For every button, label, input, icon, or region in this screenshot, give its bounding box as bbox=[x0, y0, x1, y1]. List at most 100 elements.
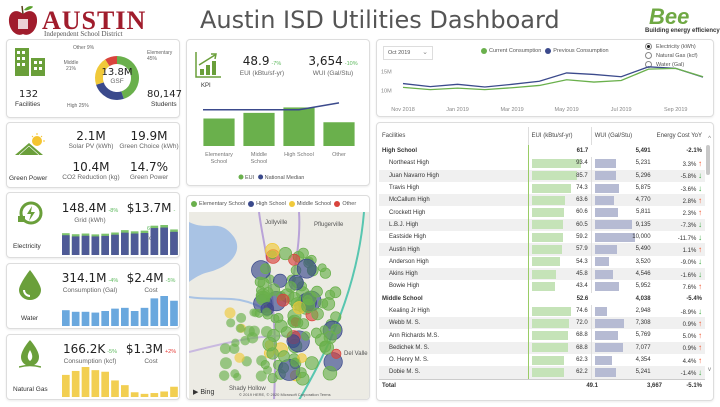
radio-button[interactable] bbox=[645, 61, 652, 69]
yoy-cell: -2.1% bbox=[686, 148, 702, 155]
bar bbox=[160, 227, 169, 255]
radio-option[interactable]: Water (Gal) bbox=[645, 61, 698, 70]
x-tick-label: Other bbox=[332, 152, 346, 158]
table-row[interactable]: Akins High 45.8 4,546 -1.6% ↓ bbox=[379, 267, 705, 281]
wui-value: 4,770 bbox=[635, 197, 651, 204]
wui-databar bbox=[594, 208, 618, 218]
wui-cell: 4,354 bbox=[590, 354, 654, 367]
table-row[interactable]: Bedichek M. S. 68.8 7,077 0.9% ↑ bbox=[379, 341, 705, 355]
eui-databar bbox=[531, 281, 555, 291]
scroll-up-icon[interactable]: ^ bbox=[708, 136, 711, 142]
month-select[interactable]: Oct 2019 ⌄ bbox=[383, 46, 433, 60]
table-scrollbar[interactable] bbox=[706, 145, 710, 175]
wui-databar bbox=[594, 355, 612, 365]
yoy-cell: -9.0% ↓ bbox=[654, 256, 705, 268]
place-label: Shady Hollow bbox=[229, 386, 266, 392]
table-row[interactable]: Crockett High 60.6 5,811 2.3% ↑ bbox=[379, 206, 705, 219]
table-group-row[interactable]: High School 61.7 5,491 -2.1% bbox=[379, 145, 705, 158]
table-row[interactable]: Northeast High 93.4 5,231 3.3% ↑ bbox=[379, 157, 705, 170]
bee-tagline: Building energy efficiency bbox=[645, 28, 720, 34]
yoy-cell: -3.6% ↓ bbox=[654, 182, 705, 194]
table-row[interactable]: L.B.J. High 60.5 9,135 -7.3% ↓ bbox=[379, 218, 705, 232]
arrow-down-icon: ↓ bbox=[698, 183, 702, 193]
yoy-cell: -1.6% ↓ bbox=[654, 268, 705, 280]
table-row[interactable]: Kealing Jr High 74.6 2,948 -8.9% ↓ bbox=[379, 304, 705, 318]
wui-value: 5,231 bbox=[635, 160, 651, 167]
table-row[interactable]: Ann Richards M.S. 68.8 5,769 5.0% ↑ bbox=[379, 329, 705, 342]
wui-value: 5,241 bbox=[635, 369, 651, 376]
wui-databar bbox=[594, 331, 618, 341]
eui-cell: 60.6 bbox=[527, 206, 592, 219]
legend-label: EUI bbox=[245, 175, 255, 181]
column-header[interactable]: Facilities bbox=[382, 133, 406, 139]
bar bbox=[101, 235, 110, 255]
total-label: Total bbox=[382, 383, 396, 390]
bar bbox=[91, 236, 100, 255]
x-tick-label: Jul 2019 bbox=[611, 107, 632, 113]
grid-value: 148.4M bbox=[61, 201, 107, 215]
wui-value: 7,308 bbox=[635, 320, 651, 327]
table-row[interactable]: Dobie M. S. 62.2 5,241 -1.4% ↓ bbox=[379, 366, 705, 379]
scroll-down-icon[interactable]: v bbox=[708, 367, 711, 373]
radio-option[interactable]: Natural Gas (kcf) bbox=[645, 52, 698, 61]
table-row[interactable]: Bowie High 43.4 5,952 7.6% ↑ bbox=[379, 280, 705, 293]
map-copyright: © 2019 HERE, © 2020 Microsoft Corporatio… bbox=[239, 392, 331, 397]
electricity-bar-chart bbox=[62, 225, 178, 255]
table-group-row[interactable]: Middle School 52.6 4,038 -5.4% bbox=[379, 292, 705, 305]
legend-dot bbox=[258, 174, 264, 180]
table-row[interactable]: Austin High 57.9 5,490 1.1% ↑ bbox=[379, 243, 705, 256]
natural-gas-card: Natural Gas 166.2K -5% Consumption (kcf) $… bbox=[6, 334, 180, 400]
x-tick-label: School bbox=[251, 159, 268, 165]
school-marker bbox=[266, 347, 279, 360]
eui-cell: 74.6 bbox=[527, 304, 592, 318]
water-drop-icon bbox=[19, 270, 41, 300]
radio-option[interactable]: Electricity (kWh) bbox=[645, 43, 698, 52]
eui-cell: 68.8 bbox=[527, 329, 592, 342]
legend-label: Elementary School bbox=[199, 201, 246, 208]
radio-label: Electricity (kWh) bbox=[656, 44, 696, 50]
table-row[interactable]: Anderson High 54.3 3,520 -9.0% ↓ bbox=[379, 255, 705, 268]
bar bbox=[170, 300, 178, 326]
group-name: High School bbox=[382, 148, 417, 155]
school-marker bbox=[278, 350, 290, 363]
table-row[interactable]: Juan Navarro High 85.7 5,296 -5.8% ↓ bbox=[379, 169, 705, 182]
radio-button[interactable] bbox=[645, 52, 652, 60]
yoy-value: 0.9% bbox=[682, 346, 697, 353]
table-row[interactable]: Travis High 74.3 5,875 -3.6% ↓ bbox=[379, 181, 705, 195]
facility-name: Webb M. S. bbox=[389, 320, 421, 327]
column-header[interactable]: EUI (kBtu/sf-yr) bbox=[527, 127, 592, 145]
wui-value: 5,811 bbox=[636, 209, 651, 216]
bar bbox=[62, 374, 70, 397]
radio-button[interactable] bbox=[645, 43, 652, 51]
x-tick-label: Middle bbox=[251, 152, 267, 158]
wui-cell: 5,875 bbox=[590, 181, 654, 195]
facility-name: O. Henry M. S. bbox=[389, 357, 429, 364]
eui-databar bbox=[531, 245, 562, 255]
water-cost-value: $2.4M bbox=[126, 271, 164, 285]
donut-slice-middle bbox=[95, 59, 110, 85]
place-label: Jollyville bbox=[265, 220, 288, 226]
total-yoy: -5.1% bbox=[686, 383, 702, 390]
arrow-up-icon: ↑ bbox=[698, 158, 702, 168]
wui-cell: 4,546 bbox=[590, 267, 654, 281]
table-row[interactable]: Webb M. S. 72.0 7,308 0.9% ↑ bbox=[379, 317, 705, 330]
map-card: Elementary School High School Middle Schoo… bbox=[186, 195, 370, 400]
table-row[interactable]: Eastside High 59.2 10,000 -11.7% ↓ bbox=[379, 231, 705, 244]
school-map[interactable]: Jollyville Pflugerville Del Valle Shady Hol… bbox=[189, 212, 369, 400]
table-row[interactable]: McCallum High 63.6 4,770 2.8% ↑ bbox=[379, 194, 705, 207]
wui-cell: 5,769 bbox=[590, 329, 654, 342]
column-header[interactable]: WUI (Gal/Stu) bbox=[590, 127, 654, 145]
table-row[interactable]: O. Henry M. S. 62.3 4,354 4.4% ↑ bbox=[379, 354, 705, 367]
electricity-card: Electricity 148.4M -8% Grid (kWh) $13.7M -6… bbox=[6, 192, 180, 258]
donut-center-label: GSF bbox=[110, 78, 124, 85]
bar bbox=[160, 391, 169, 397]
x-tick-label: School bbox=[211, 159, 228, 165]
eui-cell: 62.2 bbox=[527, 366, 592, 379]
eui-value: 72.0 bbox=[576, 320, 588, 327]
school-marker bbox=[273, 312, 284, 323]
school-marker bbox=[301, 331, 311, 341]
column-header[interactable]: Energy Cost YoY bbox=[656, 133, 702, 139]
yoy-cell: -5.8% ↓ bbox=[654, 170, 705, 182]
wui-value: 5,296 bbox=[635, 172, 651, 179]
